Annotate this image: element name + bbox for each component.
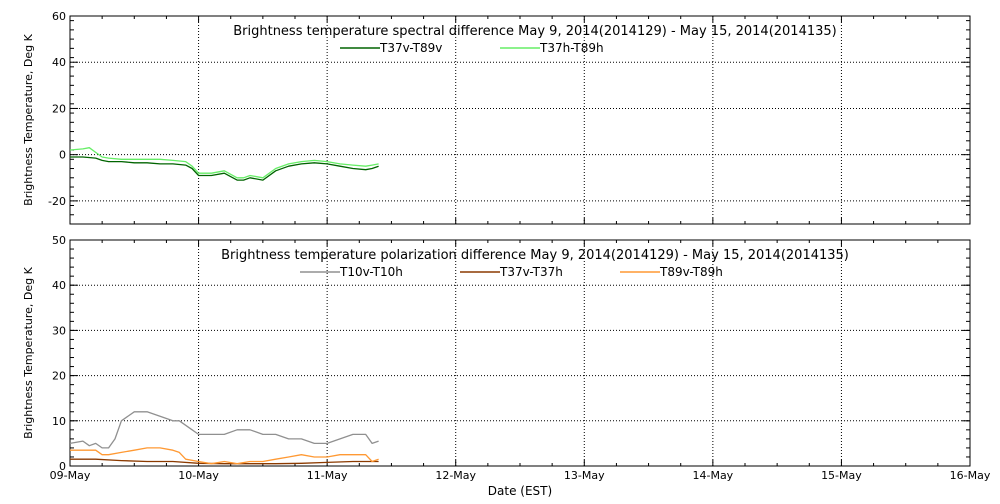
y-tick-label: 10: [52, 415, 66, 428]
y-tick-label: 50: [52, 234, 66, 247]
series-line-T37v-T89v: [70, 156, 379, 181]
x-tick-label: 09-May: [50, 469, 91, 482]
y-axis-label: Brightness Temperature, Deg K: [22, 33, 35, 205]
chart-panels: -20 0 20 40 60 Brightness Temperature, Deg K B…: [22, 10, 971, 473]
legend-label: T37v-T89v: [379, 41, 442, 55]
x-tick-label: 12-May: [435, 469, 476, 482]
y-tick-label: 20: [52, 370, 66, 383]
series-line-T37v-T37h: [70, 458, 379, 465]
x-tick-label: 15-May: [821, 469, 862, 482]
x-tick-label: 10-May: [178, 469, 219, 482]
y-tick-label: 0: [59, 149, 66, 162]
chart-title: Brightness temperature polarization diff…: [221, 248, 849, 263]
y-tick-label: 40: [52, 56, 66, 69]
y-tick-label: 20: [52, 102, 66, 115]
series-line-T10v-T10h: [69, 411, 379, 449]
x-tick-label: 11-May: [307, 469, 348, 482]
panel-1: -20 0 20 40 60 Brightness Temperature, Deg K B…: [22, 10, 971, 225]
x-tick-label: 16-May: [950, 469, 991, 482]
legend-label: T37h-T89h: [539, 41, 604, 55]
x-axis-label: Date (EST): [488, 484, 552, 498]
y-tick-label: 60: [52, 10, 66, 23]
x-tick-labels: 09-May 10-May 11-May 12-May 13-May 14-May 15-M…: [50, 469, 991, 482]
series-line-T89v-T89h: [70, 447, 379, 465]
x-tick-label: 14-May: [692, 469, 733, 482]
legend-label: T89v-T89h: [659, 265, 723, 279]
y-tick-label: 30: [52, 324, 66, 337]
y-tick-label: 40: [52, 279, 66, 292]
plot-frame: [69, 15, 971, 225]
legend-label: T10v-T10h: [339, 265, 403, 279]
legend-label: T37v-T37h: [499, 265, 563, 279]
panel-2: 0 10 20 30 40 50 Brightness Temperature, Deg K…: [22, 234, 971, 473]
chart-title: Brightness temperature spectral differen…: [233, 24, 837, 39]
y-tick-label: -20: [48, 195, 66, 208]
y-axis-label: Brightness Temperature, Deg K: [22, 266, 35, 438]
series-line-T37h-T89h: [69, 147, 379, 179]
x-tick-label: 13-May: [564, 469, 605, 482]
y-tick-label: 0: [59, 460, 66, 473]
